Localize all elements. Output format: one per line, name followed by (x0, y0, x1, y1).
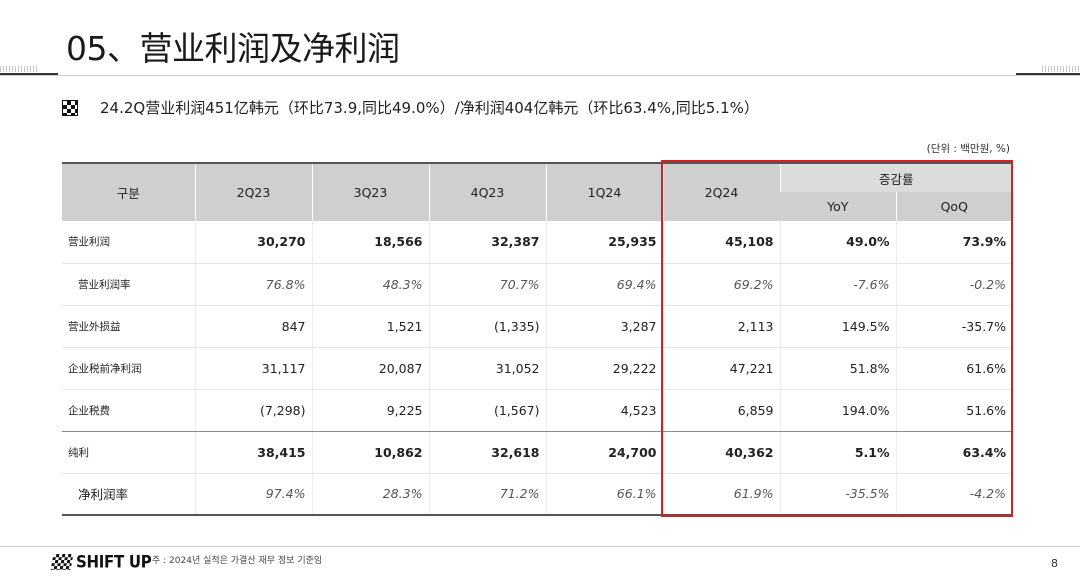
table-cell: 61.6% (895, 347, 1013, 390)
footnote: 주 : 2024년 실적은 가결산 재무 정보 기준임 (152, 556, 323, 566)
summary-line: 24.2Q营业利润451亿韩元（环比73.9,同比49.0%）/净利润404亿韩… (62, 97, 759, 118)
header-qoq: QoQ (895, 192, 1013, 221)
table-cell: 63.4% (895, 431, 1013, 474)
table-cell: 2,113 (662, 305, 780, 348)
title-divider (0, 75, 1080, 76)
row-label: 营业利润 (62, 221, 195, 264)
header-change-rate: 증감률 (779, 162, 1013, 192)
table-cell: 66.1% (545, 473, 663, 516)
table-row: 营业利润率 76.8% 48.3% 70.7% 69.4% 69.2% -7.6… (62, 263, 1013, 306)
table-row: 营业利润 30,270 18,566 32,387 25,935 45,108 … (62, 221, 1013, 264)
table-cell: 10,862 (311, 431, 429, 474)
table-cell: 847 (194, 305, 312, 348)
table-row: 企业税费 (7,298) 9,225 (1,567) 4,523 6,859 1… (62, 389, 1013, 432)
table-cell: 31,052 (428, 347, 546, 390)
table-cell: 76.8% (194, 263, 312, 306)
table-cell: 30,270 (194, 221, 312, 264)
financial-table: 구분 2Q23 3Q23 4Q23 1Q24 2Q24 증감률 YoY QoQ … (62, 162, 1013, 516)
table-row: 纯利 38,415 10,862 32,618 24,700 40,362 5.… (62, 431, 1013, 474)
summary-text: 24.2Q营业利润451亿韩元（环比73.9,同比49.0%）/净利润404亿韩… (100, 99, 759, 117)
row-label: 企业税费 (62, 389, 195, 432)
table-cell: 6,859 (662, 389, 780, 432)
header-quarter: 1Q24 (545, 162, 663, 221)
checkered-bullet-icon (62, 99, 78, 116)
title-accent-left (0, 73, 58, 75)
page-number: 8 (1051, 557, 1058, 570)
table-cell: 69.4% (545, 263, 663, 306)
row-label: 企业税前净利润 (62, 347, 195, 390)
table-cell: 25,935 (545, 221, 663, 264)
table-cell: 51.8% (779, 347, 896, 390)
table-cell: 61.9% (662, 473, 780, 516)
table-cell: 32,618 (428, 431, 546, 474)
table-cell: 38,415 (194, 431, 312, 474)
table-cell: 45,108 (662, 221, 780, 264)
header-category: 구분 (62, 162, 195, 221)
unit-note: (단위 : 백만원, %) (926, 143, 1010, 155)
table-cell: 3,287 (545, 305, 663, 348)
table-cell: 47,221 (662, 347, 780, 390)
row-label: 营业利润率 (62, 263, 195, 306)
row-label: 纯利 (62, 431, 195, 474)
table-cell: 51.6% (895, 389, 1013, 432)
table-cell: 29,222 (545, 347, 663, 390)
table-cell: -0.2% (895, 263, 1013, 306)
table-cell: (1,567) (428, 389, 546, 432)
row-label: 营业外损益 (62, 305, 195, 348)
table-row: 净利润率 97.4% 28.3% 71.2% 66.1% 61.9% -35.5… (62, 473, 1013, 516)
logo-text: SHIFT UP (76, 552, 152, 572)
table-cell: -35.5% (779, 473, 896, 516)
table-cell: 9,225 (311, 389, 429, 432)
header-yoy: YoY (780, 192, 896, 221)
table-cell: 5.1% (779, 431, 896, 474)
table-cell: -4.2% (895, 473, 1013, 516)
table-row: 营业外损益 847 1,521 (1,335) 3,287 2,113 149.… (62, 305, 1013, 348)
table-cell: 28.3% (311, 473, 429, 516)
title-hatch-left (0, 66, 38, 72)
table-cell: 69.2% (662, 263, 780, 306)
header-quarter: 3Q23 (311, 162, 429, 221)
table-cell: (1,335) (428, 305, 546, 348)
table-cell: 1,521 (311, 305, 429, 348)
table-cell: 97.4% (194, 473, 312, 516)
table-cell: 73.9% (895, 221, 1013, 264)
title-hatch-right (1042, 66, 1080, 72)
table-cell: 20,087 (311, 347, 429, 390)
table-cell: 48.3% (311, 263, 429, 306)
page-title: 05、营业利润及净利润 (66, 29, 400, 68)
header-quarter: 2Q24 (662, 162, 780, 221)
table-row: 企业税前净利润 31,117 20,087 31,052 29,222 47,2… (62, 347, 1013, 390)
table-cell: 4,523 (545, 389, 663, 432)
table-cell: 40,362 (662, 431, 780, 474)
table-cell: (7,298) (194, 389, 312, 432)
table-cell: 18,566 (311, 221, 429, 264)
table-cell: 149.5% (779, 305, 896, 348)
table-cell: 70.7% (428, 263, 546, 306)
company-logo: SHIFT UP (50, 552, 152, 572)
table-cell: -7.6% (779, 263, 896, 306)
header-quarter: 2Q23 (194, 162, 312, 221)
footer-divider (0, 546, 1080, 547)
table-cell: 24,700 (545, 431, 663, 474)
table-cell: 194.0% (779, 389, 896, 432)
table-cell: 32,387 (428, 221, 546, 264)
title-accent-right (1016, 73, 1080, 75)
table-cell: 71.2% (428, 473, 546, 516)
table-cell: -35.7% (895, 305, 1013, 348)
table-cell: 49.0% (779, 221, 896, 264)
row-label: 净利润率 (62, 473, 195, 516)
table-cell: 31,117 (194, 347, 312, 390)
header-quarter: 4Q23 (428, 162, 546, 221)
checkered-flag-icon (50, 554, 74, 570)
